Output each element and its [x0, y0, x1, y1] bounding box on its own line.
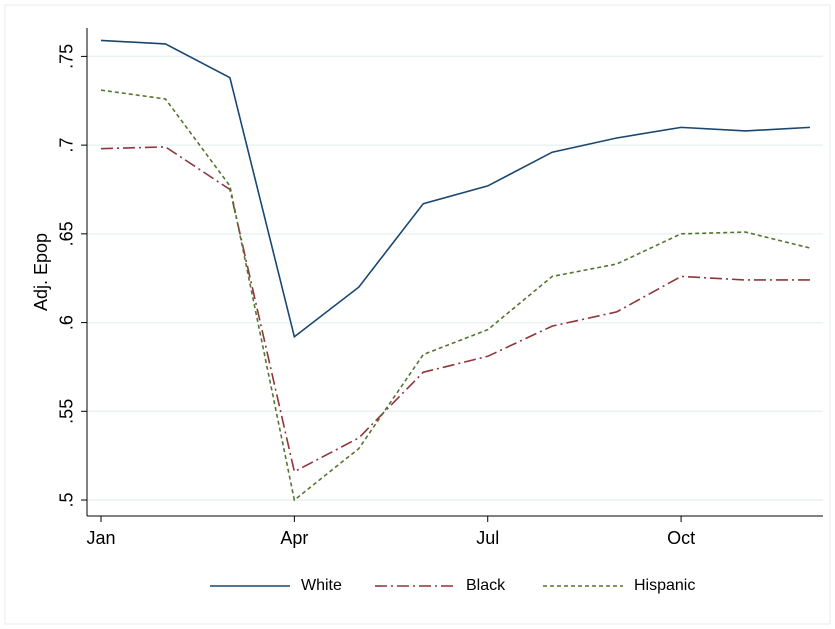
series-line [100, 39, 811, 339]
y-tick-label: .5 [57, 493, 77, 508]
legend-label: White [301, 577, 342, 594]
x-tick-label: Jan [86, 528, 115, 548]
frame [4, 4, 831, 625]
series-line [100, 89, 811, 502]
legend-label: Hispanic [634, 577, 695, 594]
y-tick-label: .6 [57, 315, 77, 330]
series-line [100, 146, 810, 473]
y-tick-label: .55 [57, 399, 77, 424]
x-tick-label: Jul [476, 528, 499, 548]
y-axis-title: Adj. Epop [31, 233, 51, 311]
y-tick-label: .65 [57, 221, 77, 246]
y-tick-label: .7 [57, 138, 77, 153]
x-tick-label: Apr [280, 528, 308, 548]
y-tick-label: .75 [57, 44, 77, 69]
legend-label: Black [466, 577, 506, 594]
x-tick-label: Oct [667, 528, 695, 548]
